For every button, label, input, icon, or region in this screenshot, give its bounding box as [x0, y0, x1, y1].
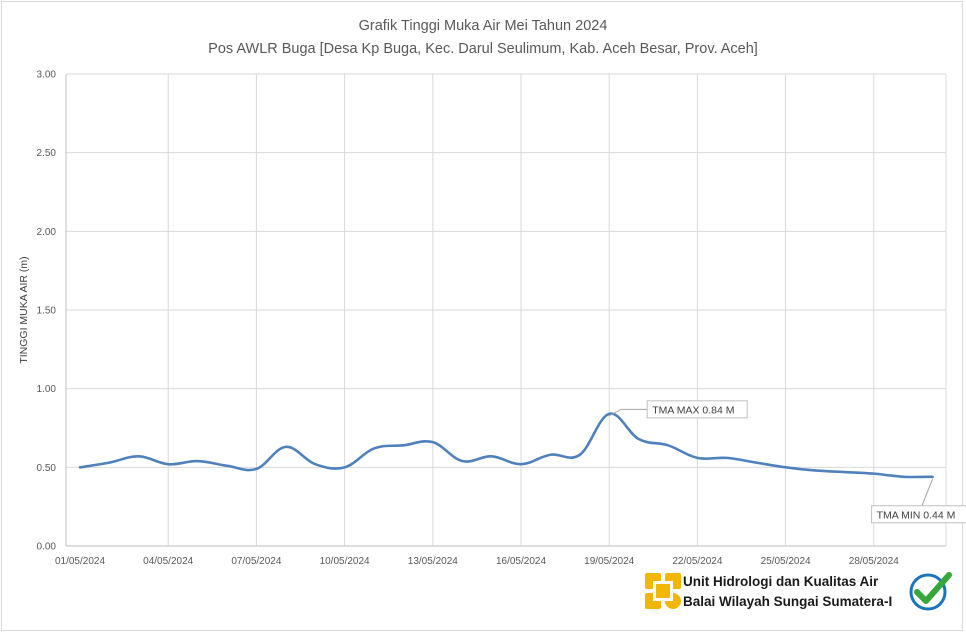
annotation-label: TMA MAX 0.84 M — [652, 404, 734, 416]
y-tick-labels: 0.00 0.50 1.00 1.50 2.00 2.50 3.00 — [37, 70, 57, 553]
x-tick-label: 04/05/2024 — [143, 556, 193, 567]
series-layer — [78, 412, 934, 479]
axes — [65, 74, 946, 547]
x-tick-label: 16/05/2024 — [496, 556, 546, 567]
x-tick-label: 10/05/2024 — [320, 556, 370, 567]
pu-logo-icon — [645, 573, 681, 609]
y-tick-label: 2.50 — [37, 148, 57, 159]
logo-line-1: Unit Hidrologi dan Kualitas Air — [683, 574, 879, 589]
y-tick-label: 1.00 — [37, 384, 57, 395]
annotation-box — [871, 505, 966, 524]
y-tick-label: 3.00 — [37, 70, 57, 81]
x-tick-label: 13/05/2024 — [408, 556, 458, 567]
annotation-box — [646, 400, 748, 419]
logo-line-2: Balai Wilayah Sungai Sumatera-I — [683, 594, 893, 609]
annotations: TMA MAX 0.84 M TMA MIN 0.44 M — [608, 400, 966, 524]
x-tick-label: 07/05/2024 — [231, 556, 281, 567]
x-tick-label: 22/05/2024 — [672, 556, 722, 567]
x-tick-label: 01/05/2024 — [55, 556, 105, 567]
y-tick-label: 0.50 — [37, 463, 57, 474]
y-axis-label: TINGGI MUKA AIR (m) — [18, 256, 30, 363]
gridlines — [66, 73, 947, 546]
certification-badge-icon — [909, 572, 952, 611]
y-tick-label: 0.00 — [37, 542, 57, 553]
x-tick-label: 19/05/2024 — [584, 556, 634, 567]
y-tick-label: 1.50 — [37, 306, 57, 317]
x-tick-label: 25/05/2024 — [761, 556, 811, 567]
series-line — [78, 412, 934, 479]
chart-title: Grafik Tinggi Muka Air Mei Tahun 2024 — [359, 18, 608, 34]
x-tick-label: 28/05/2024 — [849, 556, 899, 567]
chart-subtitle: Pos AWLR Buga [Desa Kp Buga, Kec. Darul … — [208, 41, 758, 57]
annotation-leader — [608, 408, 648, 417]
annotation-label: TMA MIN 0.44 M — [877, 509, 956, 521]
y-tick-label: 2.00 — [37, 227, 57, 238]
x-tick-labels: 01/05/2024 04/05/2024 07/05/2024 10/05/2024… — [55, 556, 899, 567]
